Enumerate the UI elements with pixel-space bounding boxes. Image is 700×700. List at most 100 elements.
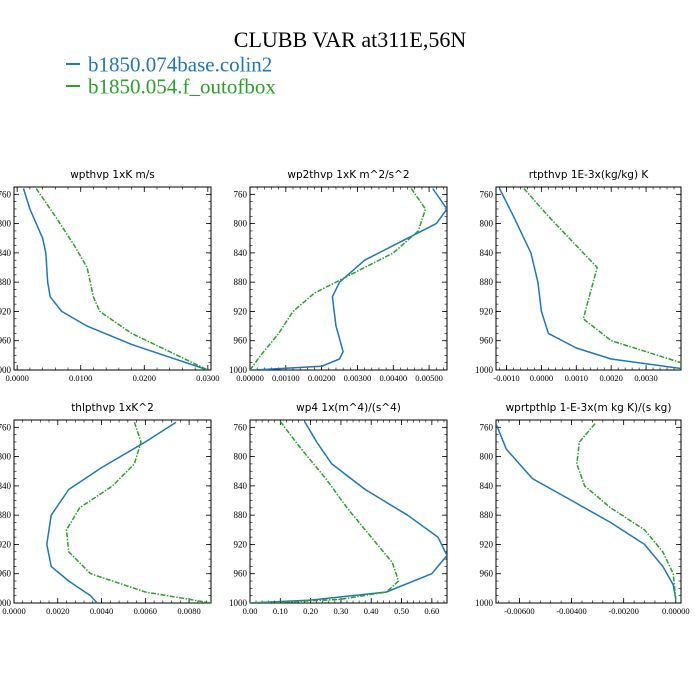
x-tick-label: 0.0080 — [177, 606, 200, 616]
x-tick-label: 0.0020 — [46, 606, 69, 616]
y-tick-label: 840 — [0, 248, 12, 258]
x-tick-label: -0.00600 — [504, 606, 534, 616]
y-tick-label: 1000 — [475, 598, 494, 608]
series-line-2 — [250, 188, 427, 370]
x-tick-label: 0.0000 — [530, 373, 553, 383]
legend: b1850.074base.colin2 b1850.054.f_outofbo… — [66, 53, 276, 97]
y-tick-label: 800 — [0, 452, 12, 462]
y-tick-label: 760 — [234, 189, 248, 199]
y-tick-label: 960 — [0, 336, 12, 346]
series-line-2 — [35, 188, 209, 370]
x-tick-label: 0.0020 — [600, 373, 623, 383]
x-tick-label: 0.00 — [243, 606, 258, 616]
x-tick-label: 0.0200 — [133, 373, 156, 383]
panel-1: wpthvp 1xK m/s 760 800 840 880 920 960 10000.00… — [0, 169, 220, 383]
y-tick-label: 1000 — [0, 365, 12, 375]
x-tick-label: 0.0000 — [5, 373, 28, 383]
legend-label-2: b1850.054.f_outofbox — [88, 74, 276, 99]
x-tick-label: 0.00000 — [662, 606, 690, 616]
panel-2: wp2thvp 1xK m^2/s^2 760 800 840 880 920 960 100… — [229, 169, 448, 383]
panel-frame — [495, 419, 682, 604]
series-line-2 — [523, 188, 681, 364]
y-tick-label: 920 — [234, 306, 248, 316]
y-tick-label: 1000 — [229, 365, 248, 375]
y-tick-label: 840 — [0, 481, 12, 491]
legend-label-1: b1850.074base.colin2 — [88, 52, 273, 77]
series-line-2 — [576, 423, 677, 600]
x-tick-label: 0.50 — [394, 606, 409, 616]
figure-title: CLUBB VAR at311E,56N — [233, 27, 467, 52]
y-tick-label: 920 — [480, 539, 494, 549]
y-tick-label: 920 — [234, 539, 248, 549]
y-tick-label: 760 — [234, 422, 248, 432]
panel-3: rtpthvp 1E-3x(kg/kg) K 760 800 840 880 920 960… — [475, 169, 682, 383]
series-line-1 — [253, 188, 447, 370]
series-line-1 — [250, 421, 447, 603]
y-tick-label: 920 — [0, 306, 12, 316]
y-tick-label: 800 — [480, 219, 494, 229]
x-tick-label: 0.60 — [424, 606, 439, 616]
y-tick-label: 880 — [234, 277, 248, 287]
x-tick-label: 0.30 — [333, 606, 348, 616]
y-tick-label: 1000 — [229, 598, 248, 608]
y-tick-label: 800 — [480, 452, 494, 462]
series-line-1 — [46, 421, 177, 603]
y-tick-label: 960 — [234, 569, 248, 579]
x-tick-label: 0.20 — [303, 606, 318, 616]
y-tick-label: 960 — [480, 336, 494, 346]
y-tick-label: 880 — [480, 277, 494, 287]
legend-entry-2: b1850.054.f_outofbox — [66, 75, 276, 97]
x-tick-label: -0.00200 — [608, 606, 638, 616]
x-tick-label: -0.00400 — [556, 606, 586, 616]
y-tick-label: 840 — [480, 248, 494, 258]
x-tick-label: 0.00300 — [344, 373, 372, 383]
series-line-1 — [22, 188, 209, 370]
x-tick-label: 0.0000 — [2, 606, 25, 616]
x-tick-label: 0.0040 — [90, 606, 113, 616]
panel-frame — [249, 186, 448, 371]
x-tick-label: 0.0010 — [565, 373, 588, 383]
x-tick-label: -0.0010 — [493, 373, 519, 383]
x-tick-label: 0.0030 — [634, 373, 657, 383]
panel-6: wprtpthlp 1-E-3x(m kg K)/(s kg) 760 800 840… — [475, 402, 690, 616]
y-tick-label: 960 — [234, 336, 248, 346]
panel-frame — [13, 419, 212, 604]
y-tick-label: 880 — [480, 510, 494, 520]
y-tick-label: 840 — [480, 481, 494, 491]
panel-frame — [495, 186, 682, 371]
x-tick-label: 0.0100 — [69, 373, 92, 383]
panel-title: wp2thvp 1xK m^2/s^2 — [287, 169, 409, 181]
series-line-2 — [250, 421, 400, 603]
y-tick-label: 760 — [480, 189, 494, 199]
panel-4: thlpthvp 1xK^276080084088092096010000.00… — [0, 402, 212, 616]
y-tick-label: 920 — [480, 306, 494, 316]
panel-title: wpthvp 1xK m/s — [70, 169, 155, 181]
y-tick-label: 760 — [0, 189, 12, 199]
y-tick-label: 760 — [480, 422, 494, 432]
y-tick-label: 840 — [234, 248, 248, 258]
x-tick-label: 0.10 — [273, 606, 288, 616]
y-tick-label: 960 — [0, 569, 12, 579]
x-tick-label: 0.40 — [364, 606, 379, 616]
legend-swatch-1 — [66, 63, 80, 66]
y-tick-label: 920 — [0, 539, 12, 549]
panel-5: wp4 1x(m^4)/(s^4)76080084088092096010000… — [229, 402, 448, 616]
x-tick-label: 0.00400 — [379, 373, 407, 383]
legend-swatch-2 — [66, 85, 80, 88]
legend-entry-1: b1850.074base.colin2 — [66, 53, 276, 75]
series-line-1 — [496, 423, 677, 600]
y-tick-label: 840 — [234, 481, 248, 491]
y-tick-label: 800 — [234, 219, 248, 229]
y-tick-label: 960 — [480, 569, 494, 579]
y-tick-label: 880 — [0, 277, 12, 287]
x-tick-label: 0.0300 — [196, 373, 219, 383]
y-tick-label: 1000 — [0, 598, 12, 608]
y-tick-label: 760 — [0, 422, 12, 432]
x-tick-label: 0.0060 — [134, 606, 157, 616]
panel-frame — [13, 186, 212, 371]
x-tick-label: 0.00200 — [308, 373, 336, 383]
series-line-2 — [65, 421, 211, 603]
panel-frame — [249, 419, 448, 604]
panel-title: wp4 1x(m^4)/(s^4) — [296, 402, 401, 414]
